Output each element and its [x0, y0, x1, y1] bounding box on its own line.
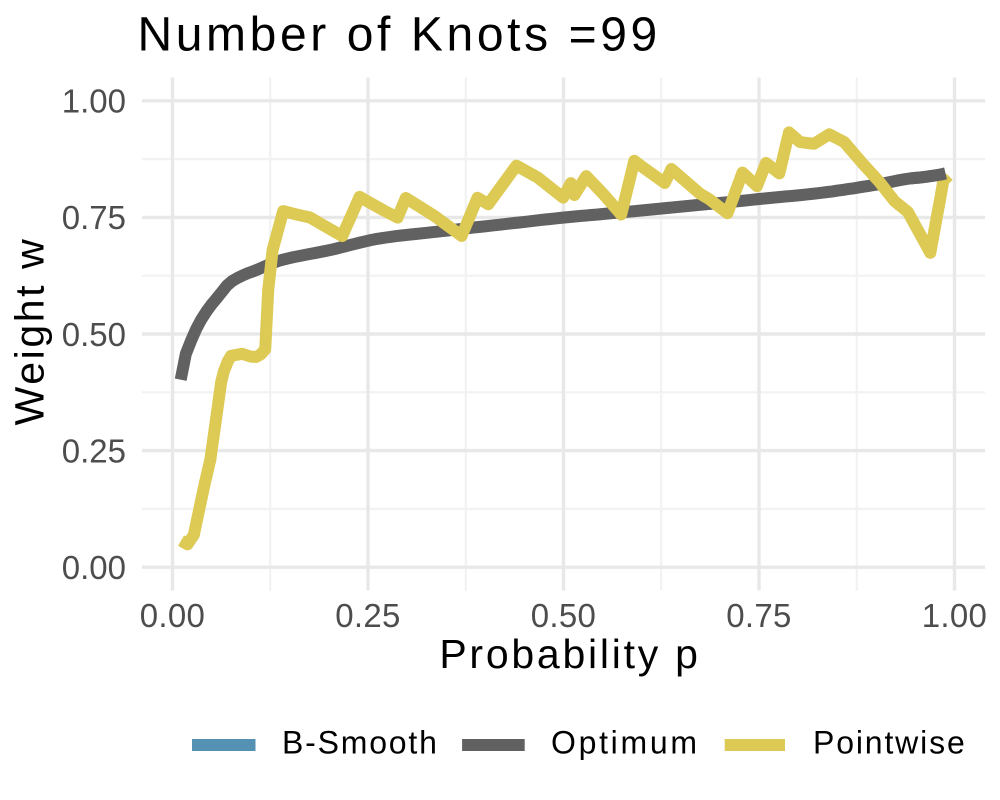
- svg-text:Pointwise: Pointwise: [813, 725, 967, 761]
- svg-text:Weight w: Weight w: [7, 237, 53, 426]
- svg-text:0.50: 0.50: [62, 316, 126, 353]
- svg-text:0.75: 0.75: [726, 597, 791, 634]
- svg-text:Number of Knots =99: Number of Knots =99: [138, 9, 661, 62]
- svg-text:1.00: 1.00: [922, 597, 987, 634]
- svg-text:0.75: 0.75: [62, 199, 126, 236]
- svg-text:0.50: 0.50: [531, 597, 596, 634]
- svg-text:B-Smooth: B-Smooth: [282, 725, 439, 761]
- svg-text:0.00: 0.00: [62, 549, 126, 586]
- svg-text:0.25: 0.25: [335, 597, 400, 634]
- svg-text:1.00: 1.00: [62, 83, 126, 120]
- svg-text:Probability p: Probability p: [439, 631, 700, 677]
- svg-text:Optimum: Optimum: [551, 725, 700, 761]
- svg-text:0.25: 0.25: [62, 432, 126, 469]
- svg-text:0.00: 0.00: [140, 597, 205, 634]
